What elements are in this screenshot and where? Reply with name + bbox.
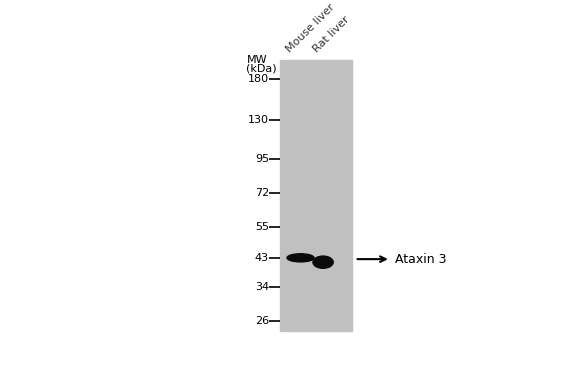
Text: Mouse liver: Mouse liver — [285, 2, 337, 54]
Ellipse shape — [287, 254, 314, 262]
Text: 43: 43 — [255, 253, 269, 263]
Text: 180: 180 — [248, 74, 269, 84]
Text: 95: 95 — [255, 154, 269, 164]
Text: 34: 34 — [255, 282, 269, 292]
Text: 72: 72 — [255, 189, 269, 198]
Ellipse shape — [313, 256, 333, 268]
Text: 26: 26 — [255, 316, 269, 325]
Text: Rat liver: Rat liver — [311, 14, 352, 54]
Text: Ataxin 3: Ataxin 3 — [395, 253, 447, 266]
Text: MW: MW — [246, 55, 267, 65]
Text: (kDa): (kDa) — [246, 64, 277, 74]
Bar — [281, 60, 353, 331]
Text: 130: 130 — [248, 115, 269, 125]
Text: 55: 55 — [255, 222, 269, 232]
